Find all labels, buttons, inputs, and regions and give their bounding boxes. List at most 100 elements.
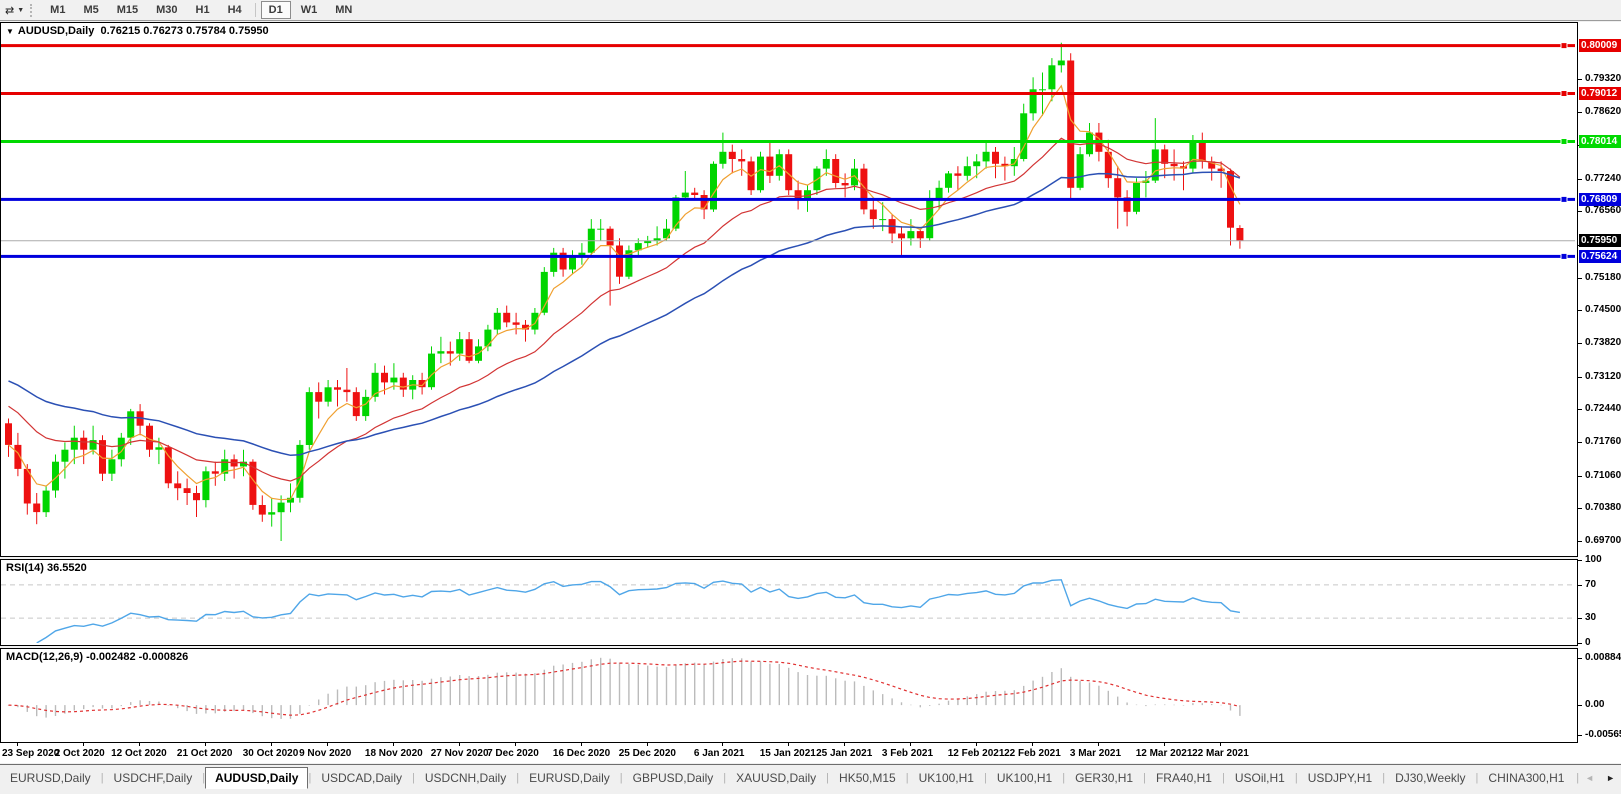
main-chart-pane[interactable]: ▼ AUDUSD,Daily 0.76215 0.76273 0.75784 0.… xyxy=(0,22,1578,557)
date-label: 3 Feb 2021 xyxy=(881,748,934,759)
date-tick-mark xyxy=(204,743,206,746)
date-label: 3 Mar 2021 xyxy=(1069,748,1122,759)
rsi-pane[interactable]: RSI(14) 36.5520 xyxy=(0,559,1578,646)
tab-separator: | xyxy=(905,772,909,784)
price-tick-mark xyxy=(1578,343,1582,345)
date-label: 27 Nov 2020 xyxy=(430,748,489,759)
date-tick-mark xyxy=(580,743,582,746)
tab-separator: | xyxy=(1143,772,1146,784)
macd-pane[interactable]: MACD(12,26,9) -0.002482 -0.000826 xyxy=(0,648,1578,743)
price-level-badge: 0.76809 xyxy=(1579,192,1621,206)
chart-symbol-label: AUDUSD,Daily xyxy=(17,25,95,37)
tab-separator: | xyxy=(1382,772,1386,784)
tab-separator: | xyxy=(723,772,727,784)
tab-separator: | xyxy=(202,772,206,784)
tab-separator: | xyxy=(516,772,520,784)
date-tick-mark xyxy=(458,743,460,746)
price-tick-mark xyxy=(1578,409,1582,411)
chart-title: ▼ AUDUSD,Daily 0.76215 0.76273 0.75784 0.… xyxy=(6,25,269,37)
chart-tab-audusd-daily[interactable]: AUDUSD,Daily xyxy=(205,766,309,789)
chart-tab-hk50-m15[interactable]: HK50,M15 xyxy=(839,771,896,785)
timeframe-button-mn[interactable]: MN xyxy=(335,4,353,16)
date-label: 30 Oct 2020 xyxy=(242,748,299,759)
rsi-levels-layer xyxy=(1,584,1575,619)
chart-tab-uk100-h1[interactable]: UK100,H1 xyxy=(918,771,974,785)
chart-tab-china300-h1[interactable]: CHINA300,H1 xyxy=(1488,771,1565,785)
price-tick-label: 0.75180 xyxy=(1585,271,1621,283)
tab-separator: | xyxy=(1294,772,1298,784)
moving-averages-layer xyxy=(8,84,1241,501)
chart-tab-gbpusd-daily[interactable]: GBPUSD,Daily xyxy=(632,771,714,785)
chart-tabs-bar: EURUSD,Daily | USDCHF,Daily | AUDUSD,Daily | U… xyxy=(0,764,1621,791)
timeframe-button-m5[interactable]: M5 xyxy=(83,4,99,16)
price-axis[interactable]: 0.793200.786200.779400.772400.765600.758… xyxy=(1578,22,1621,743)
price-tick-label: 0.71060 xyxy=(1585,469,1621,481)
date-tick-mark xyxy=(270,743,272,746)
price-tick-mark xyxy=(1578,178,1582,180)
date-label: 25 Jan 2021 xyxy=(816,748,873,759)
date-label: 12 Oct 2020 xyxy=(111,748,167,759)
chart-tab-usdcad-daily[interactable]: USDCAD,Daily xyxy=(321,771,402,785)
date-label: 22 Mar 2021 xyxy=(1192,748,1249,759)
price-tick-label: 0 xyxy=(1585,637,1591,648)
timeframe-button-h4[interactable]: H4 xyxy=(227,4,242,16)
date-label: 18 Nov 2020 xyxy=(364,748,423,759)
collapse-marker-icon[interactable]: ▼ xyxy=(6,27,14,36)
timeframe-button-m30[interactable]: M30 xyxy=(156,4,178,16)
rsi-line xyxy=(36,579,1241,643)
date-label: 16 Dec 2020 xyxy=(552,748,611,759)
timeframe-button-m1[interactable]: M1 xyxy=(50,4,66,16)
chart-tab-dj30-weekly[interactable]: DJ30,Weekly xyxy=(1395,771,1466,785)
price-level-badge: 0.80009 xyxy=(1579,39,1621,53)
chart-ohlc-quotes: 0.76215 0.76273 0.75784 0.75950 xyxy=(100,25,269,37)
price-tick-label: 70 xyxy=(1585,578,1597,590)
date-label: 9 Nov 2020 xyxy=(299,748,352,759)
timeframe-button-m15[interactable]: M15 xyxy=(116,4,139,16)
chart-tab-usoil-h1[interactable]: USOil,H1 xyxy=(1234,771,1285,785)
tabs-scroll-left-icon[interactable]: ◄ xyxy=(1585,773,1595,783)
date-tick-mark xyxy=(1032,743,1034,746)
rsi-canvas[interactable] xyxy=(1,560,1575,643)
price-tick-label: 0.73120 xyxy=(1585,370,1621,382)
price-tick-mark xyxy=(1578,310,1582,312)
chart-tab-fra40-h1[interactable]: FRA40,H1 xyxy=(1155,771,1212,785)
chart-tab-xauusd-daily[interactable]: XAUUSD,Daily xyxy=(736,771,817,785)
date-tick-mark xyxy=(646,743,648,746)
tab-separator: | xyxy=(1062,772,1066,784)
price-chart-canvas[interactable] xyxy=(1,23,1575,554)
toolbar-dropdown-caret-icon[interactable]: ▼ xyxy=(17,6,25,14)
timeframe-button-d1[interactable]: D1 xyxy=(260,1,291,19)
chart-tab-ger30-h1[interactable]: GER30,H1 xyxy=(1075,771,1134,785)
price-tick-mark xyxy=(1578,112,1582,114)
date-label: 21 Oct 2020 xyxy=(176,748,233,759)
price-tick-mark xyxy=(1578,442,1582,444)
date-label: 12 Feb 2021 xyxy=(947,748,1005,759)
chart-tab-eurusd-daily[interactable]: EURUSD,Daily xyxy=(10,771,91,785)
macd-canvas[interactable] xyxy=(1,649,1575,740)
price-level-badge: 0.75950 xyxy=(1579,234,1621,248)
chart-tab-usdjpy-h1[interactable]: USDJPY,H1 xyxy=(1307,771,1373,785)
toolbar-grip xyxy=(30,3,35,17)
tab-separator: | xyxy=(412,772,415,784)
date-tick-mark xyxy=(392,743,394,746)
chart-tab-eurusd-daily[interactable]: EURUSD,Daily xyxy=(529,771,610,785)
timeframe-button-h1[interactable]: H1 xyxy=(195,4,210,16)
chart-tab-uk100-h1[interactable]: UK100,H1 xyxy=(996,771,1053,785)
macd-histogram-layer xyxy=(7,657,1241,719)
timeframe-button-w1[interactable]: W1 xyxy=(300,4,318,16)
chart-tab-usdchf-daily[interactable]: USDCHF,Daily xyxy=(113,771,193,785)
tab-separator: | xyxy=(619,772,623,784)
price-tick-label: 0.73820 xyxy=(1585,337,1621,349)
date-axis[interactable]: 23 Sep 2020 2 Oct 2020 12 Oct 2020 21 Oct 2… xyxy=(0,743,1621,763)
toolbar-charts-icon[interactable]: ⇄ xyxy=(5,4,15,17)
tab-separator: | xyxy=(1576,772,1580,784)
tab-separator: | xyxy=(983,772,987,784)
price-tick-label: 30 xyxy=(1585,612,1597,624)
chart-tab-usdcnh-daily[interactable]: USDCNH,Daily xyxy=(424,771,507,785)
price-tick-mark xyxy=(1578,277,1582,279)
date-label: 15 Jan 2021 xyxy=(759,748,816,759)
date-label: 23 Sep 2020 xyxy=(2,748,60,759)
tabs-scroll-right-icon[interactable]: ► xyxy=(1606,773,1615,783)
price-tick-label: 0.71760 xyxy=(1585,436,1621,448)
